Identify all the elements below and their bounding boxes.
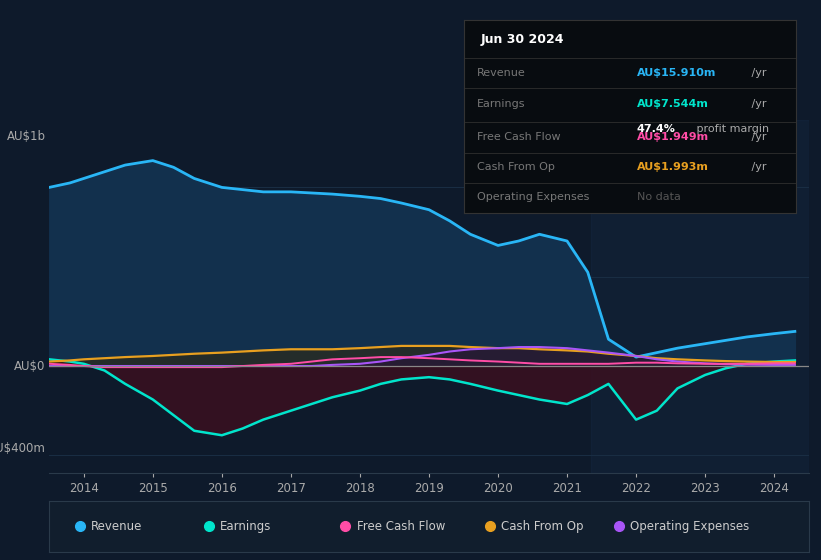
Text: Earnings: Earnings	[477, 99, 525, 109]
Text: AU$7.544m: AU$7.544m	[637, 99, 709, 109]
Text: AU$1b: AU$1b	[7, 130, 45, 143]
Text: AU$1.993m: AU$1.993m	[637, 162, 709, 172]
Text: Jun 30 2024: Jun 30 2024	[480, 33, 564, 46]
Text: 47.4%: 47.4%	[637, 124, 676, 134]
Text: AU$0: AU$0	[14, 360, 45, 372]
Text: Free Cash Flow: Free Cash Flow	[357, 520, 445, 533]
Bar	[591, 120, 809, 473]
Text: Cash From Op: Cash From Op	[501, 520, 584, 533]
Text: Revenue: Revenue	[477, 68, 526, 78]
Text: No data: No data	[637, 192, 681, 202]
Text: /yr: /yr	[748, 162, 767, 172]
Text: /yr: /yr	[748, 99, 767, 109]
Text: Earnings: Earnings	[220, 520, 272, 533]
Text: /yr: /yr	[748, 68, 767, 78]
Text: Operating Expenses: Operating Expenses	[477, 192, 589, 202]
Text: /yr: /yr	[748, 133, 767, 142]
Text: Revenue: Revenue	[91, 520, 142, 533]
Text: Free Cash Flow: Free Cash Flow	[477, 133, 561, 142]
Text: AU$15.910m: AU$15.910m	[637, 68, 716, 78]
Text: AU$1.949m: AU$1.949m	[637, 133, 709, 142]
Text: -AU$400m: -AU$400m	[0, 442, 45, 455]
Text: Cash From Op: Cash From Op	[477, 162, 555, 172]
Text: profit margin: profit margin	[693, 124, 769, 134]
Text: Operating Expenses: Operating Expenses	[631, 520, 750, 533]
